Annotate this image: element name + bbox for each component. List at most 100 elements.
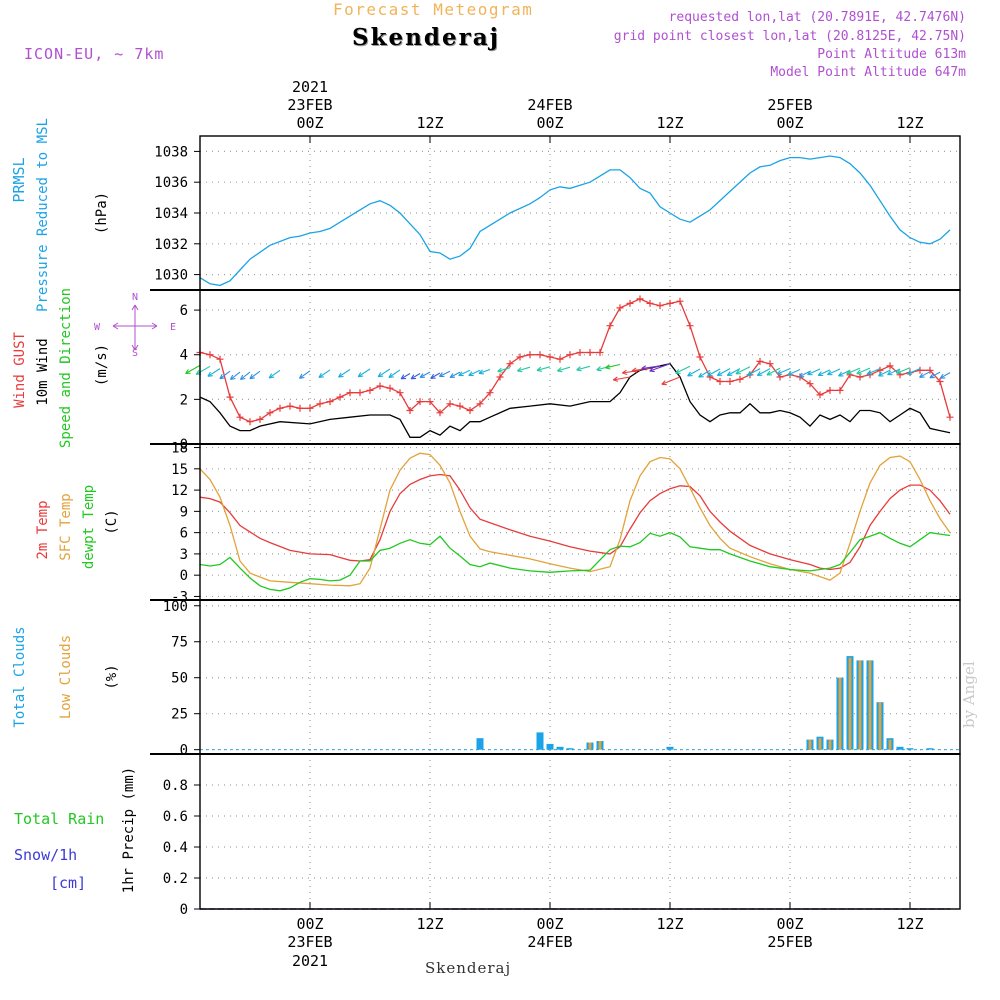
wind-direction-arrow	[357, 368, 371, 378]
station-title: Skenderaj	[352, 24, 500, 51]
wind-speed-line	[199, 362, 951, 438]
low-cloud-bar	[878, 702, 882, 750]
wind-arrow-head	[299, 373, 305, 379]
low-cloud-bar	[828, 739, 832, 750]
wind-direction-arrow	[497, 367, 511, 372]
wind-arrow-head	[766, 370, 772, 376]
wind-direction-arrow	[735, 366, 751, 375]
wind-arrow-head	[787, 370, 793, 376]
grid-point-coords: grid point closest lon,lat (20.8125E, 42…	[613, 29, 966, 44]
wind-arrow-head	[661, 380, 667, 386]
wind-direction-arrow	[878, 369, 891, 377]
footer-station: Skenderaj	[425, 959, 512, 977]
y-tick-label: 9	[180, 504, 188, 520]
wind-direction-arrow	[776, 368, 791, 375]
wind-gust-marker	[666, 299, 674, 307]
wind-arrow-head	[707, 371, 713, 377]
y-tick-label: 1030	[154, 268, 188, 284]
temp-sfc-label: SFC Temp	[58, 493, 74, 560]
y-tick-label: 18	[171, 441, 188, 457]
wind-direction-arrow	[458, 369, 471, 376]
wind-gust-marker	[836, 386, 844, 394]
wind-gust-marker	[306, 404, 314, 412]
wind-gust-marker	[256, 415, 264, 423]
wind-arrow-head	[838, 371, 844, 377]
y-tick-label: 75	[171, 635, 188, 651]
total-cloud-bar	[566, 748, 574, 750]
y-tick-label: 2	[180, 392, 188, 408]
wind-direction-arrow	[807, 368, 821, 376]
wind-gust-marker	[466, 407, 474, 414]
wind-direction-arrow	[388, 369, 401, 378]
wind-arrow-head	[377, 372, 384, 378]
y-tick-label: 1038	[154, 144, 188, 160]
wind-gust-marker	[876, 366, 884, 374]
wind-arrow-head	[798, 372, 805, 378]
wind-gust-marker	[576, 349, 584, 356]
top-day-label: 25FEB	[767, 96, 812, 114]
y-tick-label: 0.2	[163, 871, 188, 887]
wind-arrow-head	[827, 370, 833, 376]
wind-gust-marker	[526, 351, 534, 359]
y-tick-label: -3	[171, 589, 188, 605]
wind-direction-arrow	[439, 370, 451, 377]
wind-direction-arrow	[698, 369, 711, 378]
compass-south: S	[132, 348, 138, 359]
wind-arrow-head	[896, 369, 902, 375]
wind-arrow-head	[410, 374, 417, 380]
low-cloud-bar	[808, 739, 812, 750]
wind-arrow-head	[776, 369, 783, 375]
wind-gust-marker	[926, 366, 934, 374]
y-tick-label: 0.6	[163, 809, 188, 825]
wind-arrow-head	[338, 372, 344, 378]
wind-gust-marker	[236, 413, 244, 421]
wind-direction-arrow	[896, 367, 911, 374]
total-clouds-label: Total Clouds	[12, 626, 28, 727]
wind-gust-marker	[286, 402, 294, 410]
temp-dewpt-label: dewpt Temp	[81, 485, 97, 569]
wind-arrow-head	[612, 376, 619, 382]
y-tick-label: 6	[180, 526, 188, 542]
wind-arrow-head	[230, 374, 236, 381]
panel-frame	[199, 753, 961, 910]
top-day-label: 24FEB	[527, 96, 572, 114]
wind-arrow-head	[746, 371, 753, 377]
total-cloud-bar	[546, 743, 554, 750]
wind-arrow-head	[756, 371, 763, 377]
wind-gust-marker	[406, 407, 414, 414]
bottom-hour-label: 00Z	[536, 915, 563, 933]
clouds-unit: (%)	[104, 664, 120, 689]
total-cloud-bar	[896, 746, 904, 750]
bottom-hour-label: 00Z	[776, 915, 803, 933]
y-tick-label: 1034	[154, 206, 188, 222]
low-cloud-bar	[848, 657, 852, 750]
wind-arrow-head	[716, 371, 723, 377]
precip-unit: 1hr Precip (mm)	[121, 767, 137, 893]
low-cloud-bar	[588, 742, 592, 750]
wind-arrow-head	[478, 369, 484, 375]
wind-arrow-head	[468, 371, 474, 377]
wind-direction-arrow	[846, 367, 861, 375]
wind-arrow-head	[318, 372, 324, 379]
wind-arrow-head	[249, 374, 255, 380]
wind-gust-marker	[806, 380, 814, 388]
wind-gust-marker	[276, 404, 284, 412]
wind-gust-marker	[206, 351, 214, 359]
wind-gust-marker	[436, 409, 444, 417]
wind-gust-marker	[536, 351, 544, 359]
wind-arrow-head	[185, 369, 191, 375]
wind-gust-marker	[916, 366, 924, 374]
y-tick-label: 1036	[154, 175, 188, 191]
pressure-label-msl: Pressure Reduced to MSL	[35, 118, 51, 312]
dewpoint-line	[199, 531, 951, 592]
wind-arrow-head	[817, 371, 824, 377]
temp-2m-line	[199, 473, 951, 571]
wind-direction-arrow	[940, 372, 951, 379]
wind-direction-arrow	[929, 371, 941, 379]
wind-arrow-head	[357, 372, 364, 378]
wind-direction-arrow	[377, 368, 391, 378]
wind-gust-marker	[336, 393, 344, 401]
wind-direction-arrow	[798, 370, 811, 378]
wind-direction-arrow	[827, 368, 841, 376]
wind-arrow-head	[219, 374, 225, 380]
